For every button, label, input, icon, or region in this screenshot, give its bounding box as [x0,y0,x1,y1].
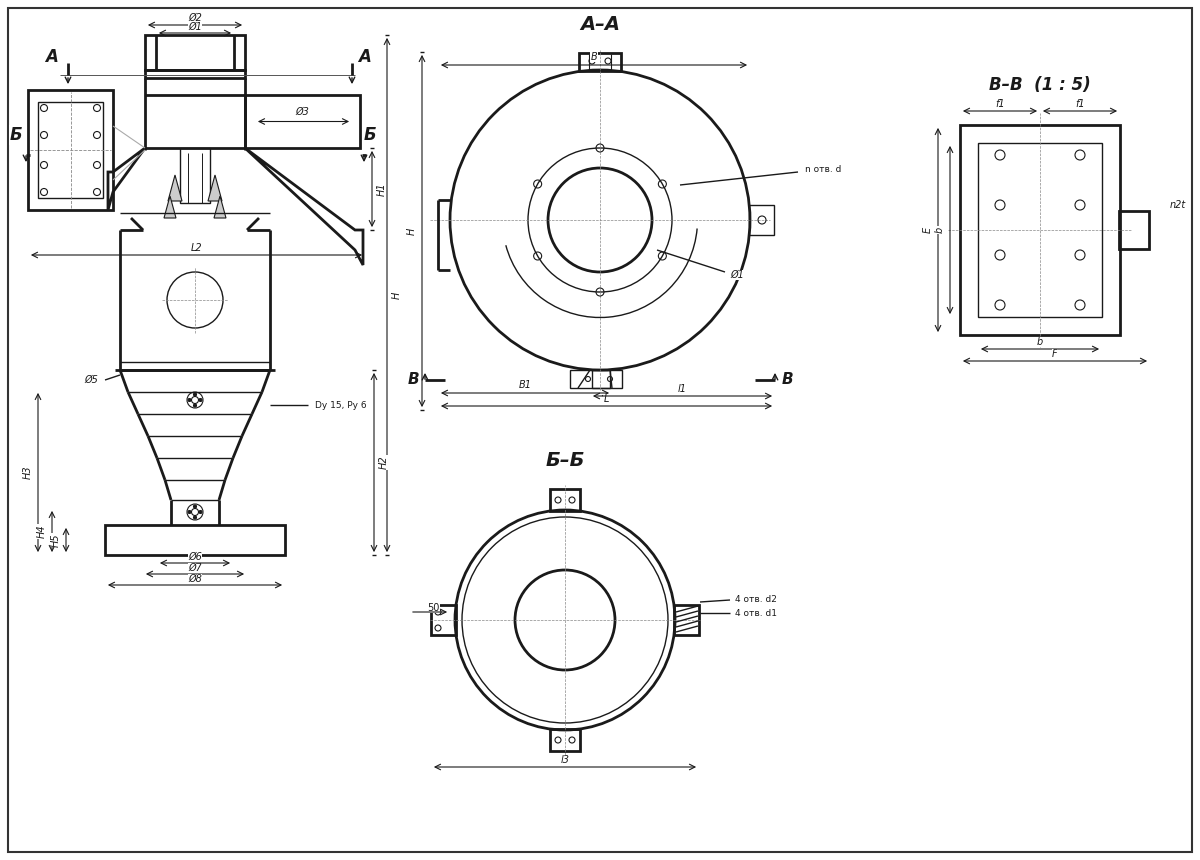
Text: В–В  (1 : 5): В–В (1 : 5) [989,76,1091,94]
Bar [570,370,610,388]
Circle shape [188,511,191,513]
Text: А: А [359,48,372,66]
Text: E: E [923,227,934,233]
Bar [145,70,245,78]
Text: n2t: n2t [1170,200,1187,210]
Bar [245,95,360,148]
Text: L2: L2 [191,243,203,253]
Polygon shape [168,175,182,201]
Text: Б: Б [10,126,23,144]
Text: 50: 50 [427,603,439,613]
Bar [1120,211,1150,249]
Circle shape [188,398,191,402]
Text: А: А [46,48,59,66]
Text: B: B [590,52,598,62]
Bar [145,35,245,70]
Polygon shape [164,196,176,218]
Text: Ø8: Ø8 [188,574,202,584]
Bar [28,90,113,210]
Bar [38,102,103,198]
Text: Ø1: Ø1 [188,22,202,32]
Text: b: b [935,227,946,233]
Text: Н4: Н4 [37,525,47,538]
Text: А–А: А–А [580,15,620,34]
Text: 4 отв. d1: 4 отв. d1 [734,609,778,617]
Bar [592,370,622,388]
Text: Н5: Н5 [50,533,61,547]
Bar [431,605,456,635]
Text: b: b [1037,337,1043,347]
Text: Н3: Н3 [23,465,34,479]
Text: Ø7: Ø7 [188,563,202,573]
Text: Ø6: Ø6 [188,552,202,562]
Polygon shape [214,196,226,218]
Text: В: В [407,372,419,388]
Text: 4 отв. d2: 4 отв. d2 [734,595,776,605]
Bar [960,125,1120,335]
Bar [550,729,580,751]
Circle shape [193,404,197,407]
Bar [674,605,698,635]
Text: B1: B1 [518,380,532,390]
Text: H1: H1 [377,182,386,196]
Text: Б: Б [364,126,377,144]
Text: Ø1: Ø1 [730,270,744,280]
Polygon shape [208,175,222,201]
Bar [580,53,622,71]
Text: H2: H2 [379,456,389,470]
Text: Б–Б: Б–Б [545,451,584,470]
Circle shape [199,511,202,513]
Text: В: В [781,372,793,388]
Bar [978,143,1102,317]
Text: l3: l3 [560,755,570,765]
Text: H: H [407,227,418,235]
Bar [106,525,286,555]
Text: f1: f1 [995,99,1004,109]
Bar [550,489,580,511]
Bar [180,148,210,203]
Circle shape [193,516,197,519]
Text: F: F [1052,349,1058,359]
Text: L: L [604,394,610,404]
Text: Ø5: Ø5 [84,375,98,385]
Text: n отв. d: n отв. d [805,165,841,175]
Text: Ø2: Ø2 [188,13,202,23]
Text: Ø3: Ø3 [295,107,310,116]
Text: l1: l1 [678,384,686,394]
Circle shape [193,505,197,508]
Text: H: H [392,292,402,298]
Circle shape [193,393,197,396]
Text: Dy 15, Ру 6: Dy 15, Ру 6 [314,401,367,409]
Text: f1: f1 [1075,99,1085,109]
Circle shape [199,398,202,402]
Bar [749,205,774,235]
